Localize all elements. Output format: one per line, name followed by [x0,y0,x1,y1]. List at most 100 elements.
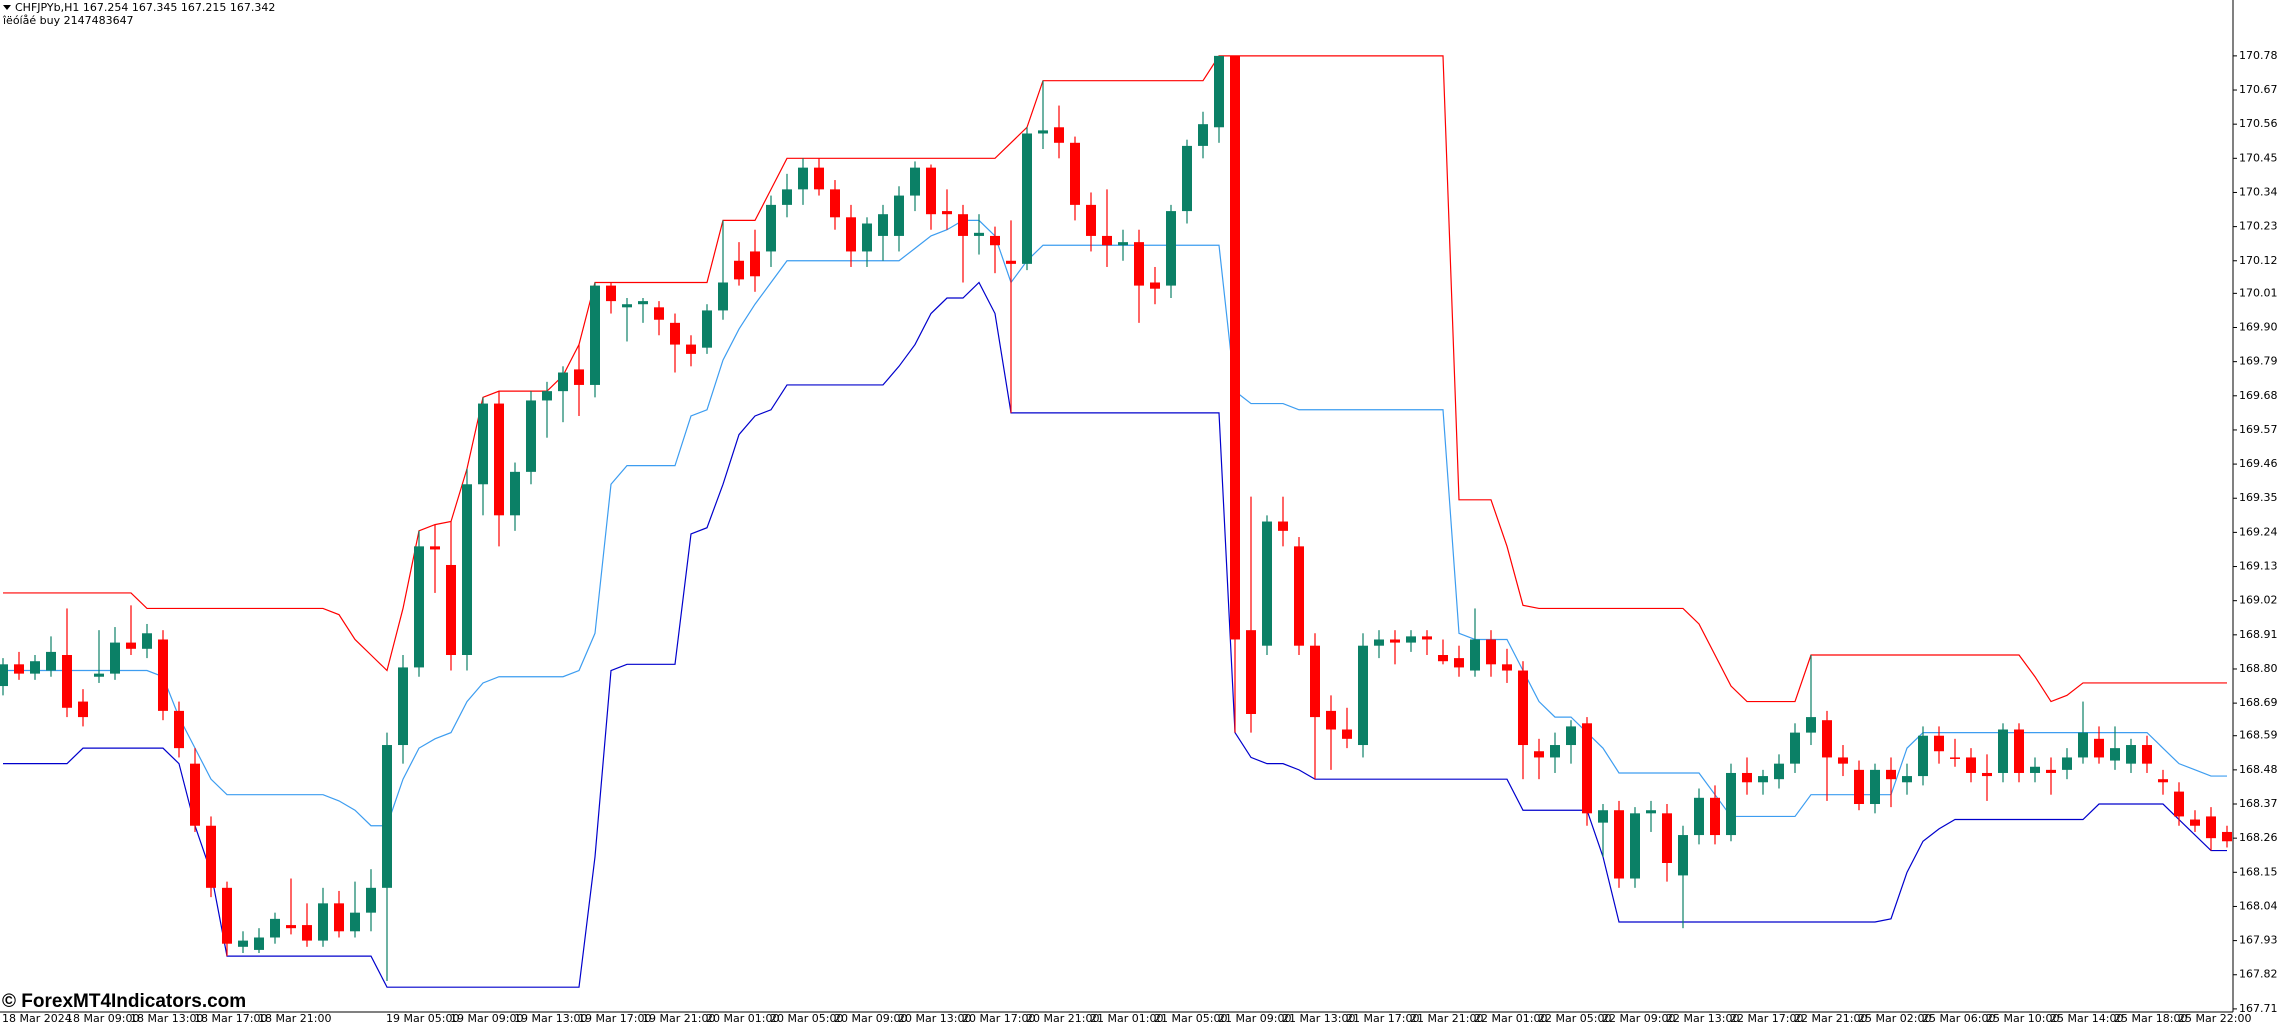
y-tick-label: 168.040 [2239,899,2278,912]
candle-body [1806,717,1816,733]
candle-body [1614,810,1624,879]
candle-body [2046,769,2056,773]
candle-body [926,167,936,215]
x-tick-label: 18 Mar 17:00 [194,1012,267,1025]
candle-body [0,664,8,687]
candle-body [1774,763,1784,780]
candle-body [542,391,552,401]
candle-body [1630,813,1640,879]
candle-body [1790,732,1800,764]
candle-body [46,651,56,671]
x-tick-label: 20 Mar 09:00 [834,1012,907,1025]
candle-body [494,403,504,516]
x-tick-label: 18 Mar 09:00 [66,1012,139,1025]
candle-body [654,307,664,320]
x-tick-label: 18 Mar 21:00 [258,1012,331,1025]
candle-body [1294,546,1304,646]
x-tick-label: 20 Mar 13:00 [898,1012,971,1025]
candle-body [398,667,408,746]
y-tick-label: 169.135 [2239,560,2278,573]
candle-body [510,471,520,516]
candle-body [1166,211,1176,286]
x-tick-label: 25 Mar 10:00 [1986,1012,2059,1025]
candle-body [62,655,72,708]
candle-body [990,235,1000,246]
candle-body [798,167,808,190]
candle-body [1214,55,1224,128]
candle-body [846,217,856,252]
candle-body [1822,720,1832,758]
x-tick-label: 21 Mar 17:00 [1346,1012,1419,1025]
chart-title: CHFJPYb,H1 167.254 167.345 167.215 167.3… [15,1,275,14]
candle-body [1006,260,1016,264]
x-tick-label: 19 Mar 13:00 [514,1012,587,1025]
candle-body [958,214,968,236]
candle-body [2222,831,2232,842]
candle-body [190,763,200,826]
x-tick-label: 18 Mar 13:00 [130,1012,203,1025]
y-tick-label: 167.930 [2239,934,2278,947]
candle-body [30,661,40,674]
candle-body [478,403,488,485]
y-tick-label: 167.820 [2239,968,2278,981]
candle-body [766,204,776,252]
collapse-icon [3,5,11,10]
candle-body [1310,645,1320,718]
candle-body [158,639,168,711]
candle-body [1934,735,1944,752]
candle-body [1246,630,1256,714]
x-tick-label: 25 Mar 14:00 [2050,1012,2123,1025]
candle-body [1870,769,1880,805]
candle-body [286,925,296,929]
candle-body [126,642,136,649]
x-tick-label: 20 Mar 01:00 [706,1012,779,1025]
candle-body [142,633,152,649]
candle-body [1198,124,1208,146]
candle-body [1582,723,1592,814]
candle-body [350,912,360,932]
y-tick-label: 169.025 [2239,594,2278,607]
x-tick-label: 22 Mar 01:00 [1474,1012,1547,1025]
candle-body [558,372,568,392]
candle-body [1262,521,1272,646]
candle-body [686,344,696,354]
candle-body [1518,670,1528,746]
x-tick-label: 20 Mar 17:00 [962,1012,1035,1025]
candle-body [1598,810,1608,823]
chart-subtitle: îëóíåé buy 2147483647 [2,14,134,27]
candle-body [1982,772,1992,777]
candle-body [1134,242,1144,286]
y-tick-label: 170.670 [2239,83,2278,96]
candle-body [1118,242,1128,246]
candle-body [1390,639,1400,643]
candle-body [1950,757,1960,759]
candle-body [222,887,232,944]
x-tick-label: 19 Mar 05:00 [386,1012,459,1025]
candle-body [1502,664,1512,671]
candle-body [1470,639,1480,671]
candle-body [910,167,920,196]
candle-body [1758,776,1768,783]
x-tick-label: 22 Mar 05:00 [1538,1012,1611,1025]
candle-body [78,701,88,718]
candle-body [2126,745,2136,764]
y-tick-label: 169.685 [2239,389,2278,402]
candle-body [1438,655,1448,662]
y-tick-label: 169.465 [2239,457,2278,470]
candle-body [1662,813,1672,863]
candle-body [606,285,616,302]
x-tick-label: 19 Mar 21:00 [642,1012,715,1025]
y-tick-label: 170.120 [2239,254,2278,267]
candle-body [1742,772,1752,783]
candle-body [526,400,536,472]
candle-body [302,925,312,941]
y-tick-label: 169.245 [2239,525,2278,538]
candle-body [1710,797,1720,836]
candle-body [878,214,888,236]
candle-body [2158,779,2168,783]
channel-line [3,281,2227,988]
y-tick-label: 170.450 [2239,151,2278,164]
candle-body [1342,729,1352,739]
